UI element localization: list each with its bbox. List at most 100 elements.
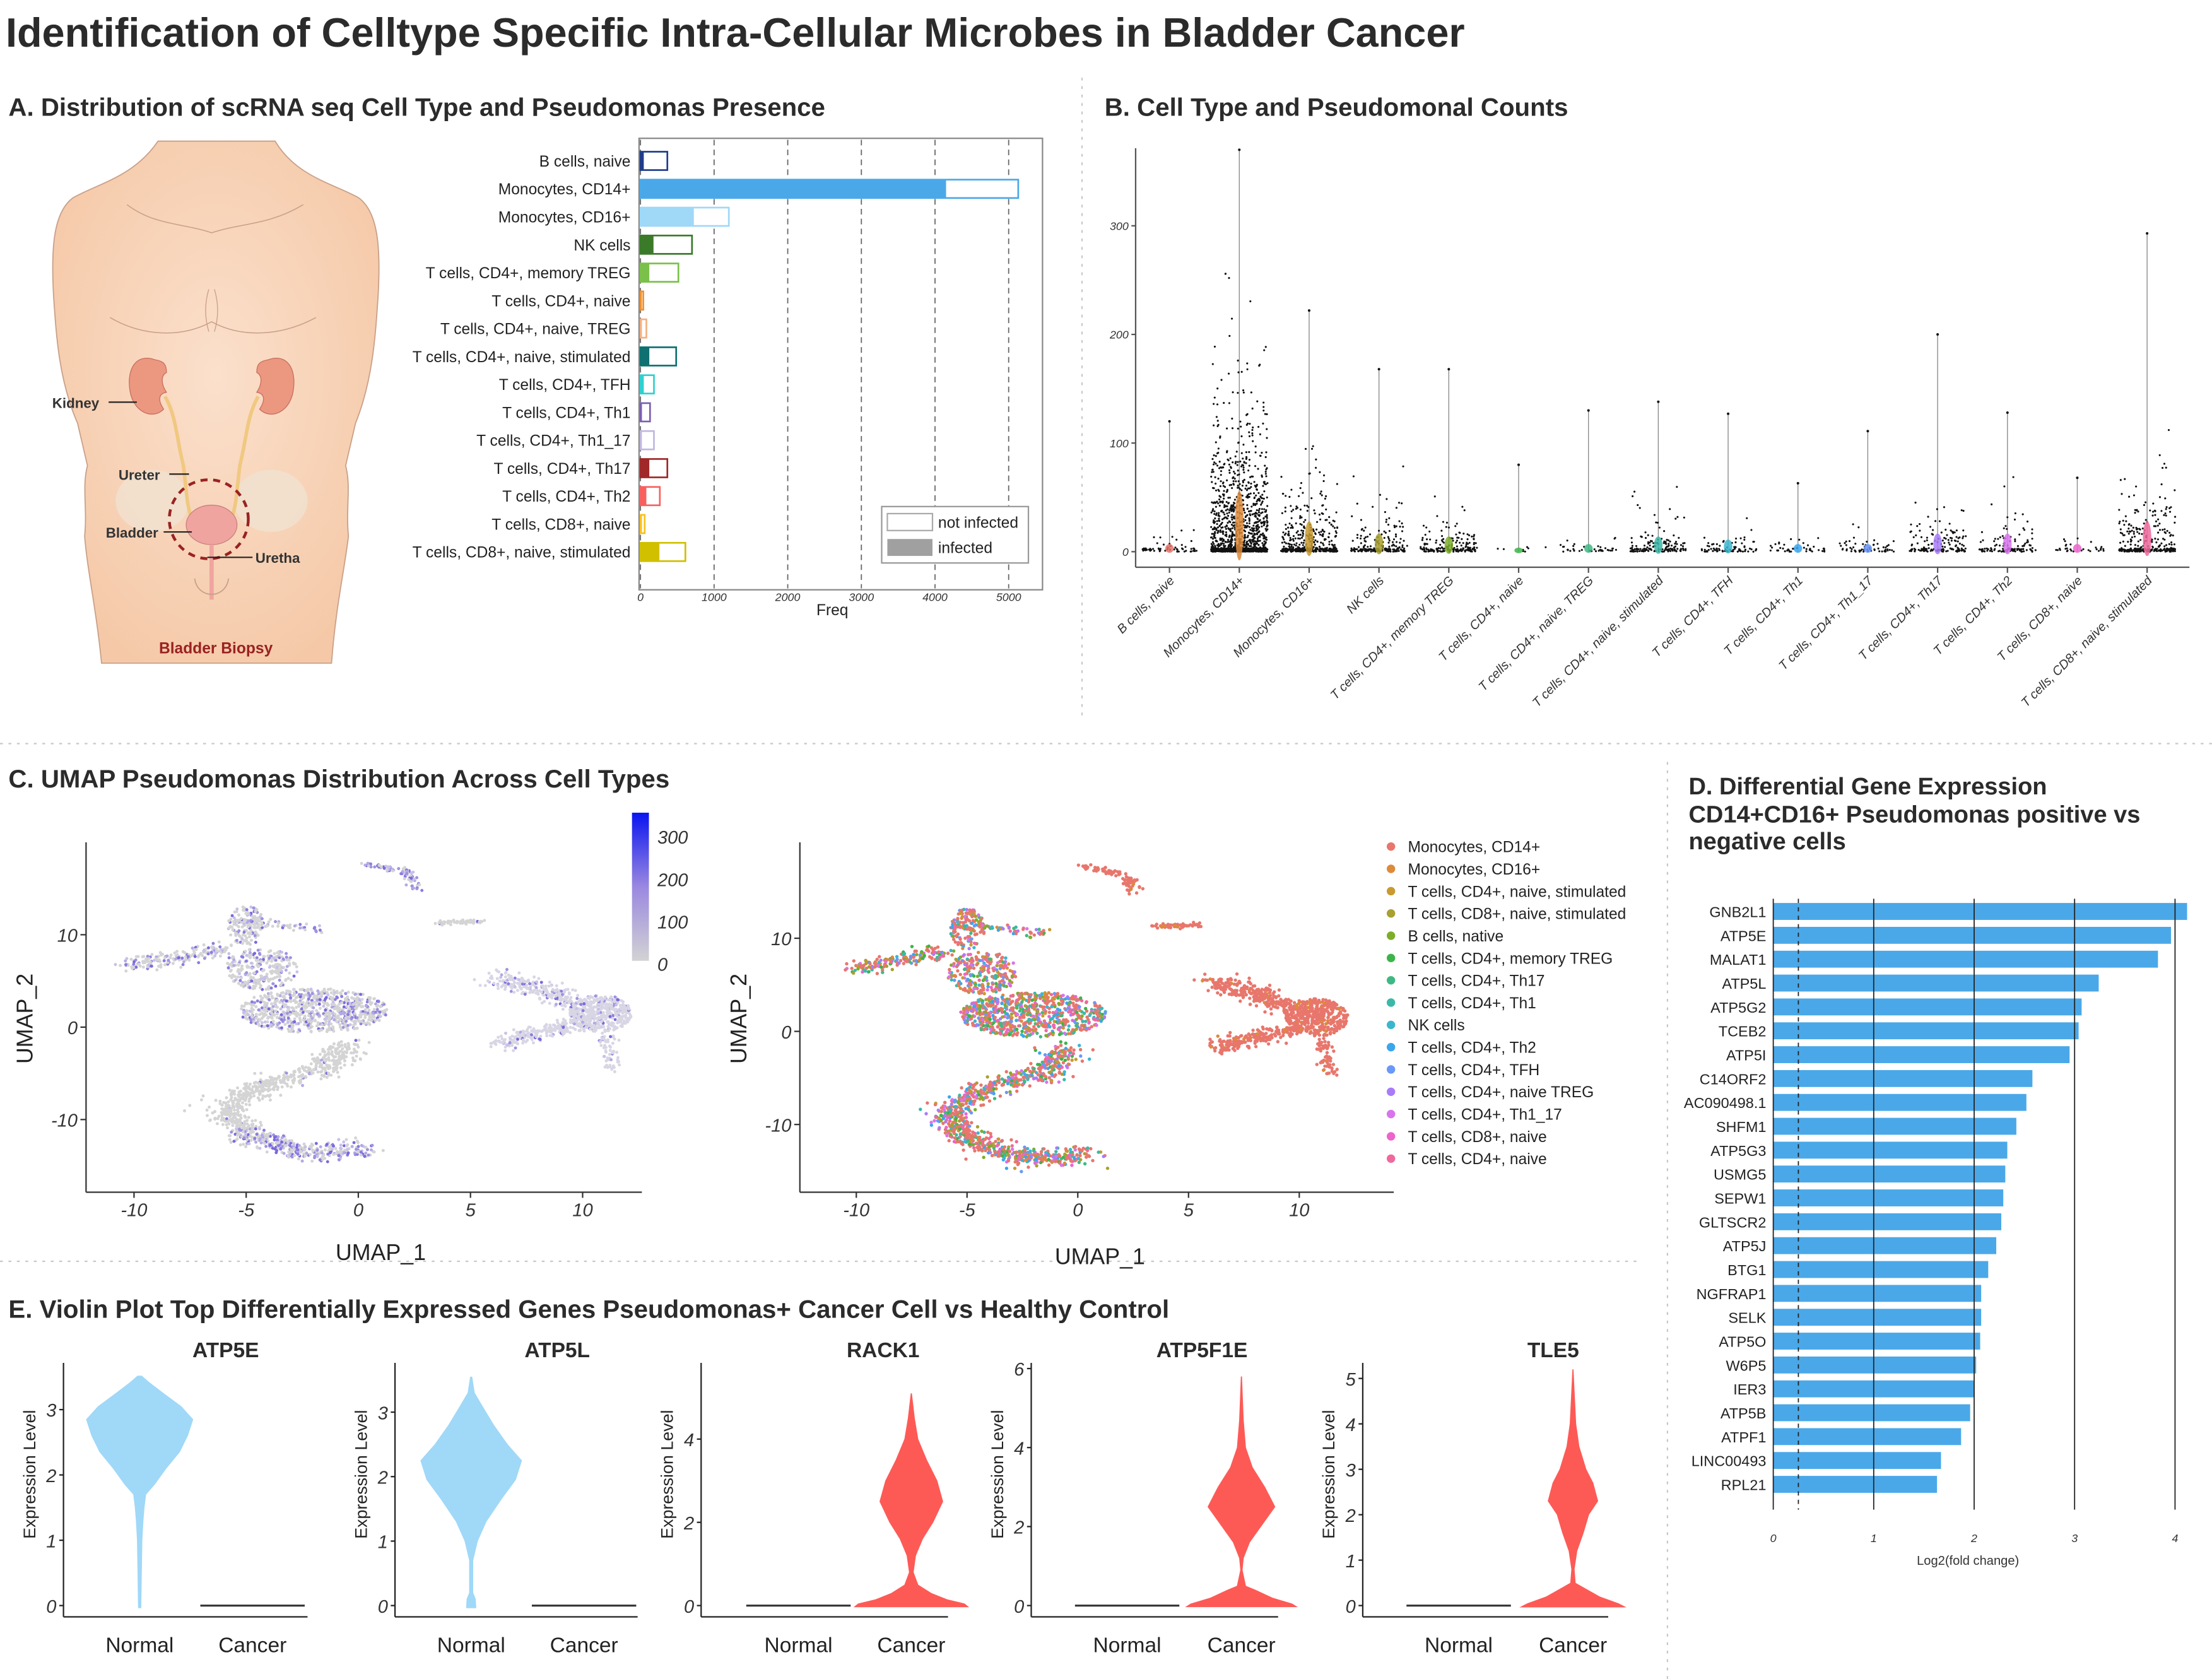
data-point [1242, 457, 1244, 460]
umap-point [355, 1001, 358, 1004]
data-point [1744, 548, 1747, 551]
category-label: NK cells [574, 237, 630, 254]
umap-point [254, 984, 257, 988]
data-point [1929, 550, 1932, 552]
umap-point [227, 951, 231, 955]
data-point [1303, 526, 1305, 529]
data-point [1647, 534, 1649, 536]
data-point [1300, 529, 1303, 532]
data-point [1358, 550, 1361, 552]
data-point [1255, 540, 1257, 543]
data-point [1458, 531, 1461, 534]
data-point [1221, 482, 1225, 485]
data-point [1663, 530, 1666, 533]
data-point [1236, 464, 1238, 466]
data-point [1644, 550, 1647, 552]
max-point [1517, 463, 1521, 466]
data-point [2170, 543, 2173, 546]
data-point [2118, 509, 2121, 511]
umap-point [171, 962, 175, 965]
data-point [1312, 530, 1315, 533]
data-point [2154, 538, 2156, 540]
data-point [1994, 545, 1996, 547]
data-point [1256, 550, 1258, 553]
umap-point [317, 1014, 321, 1017]
data-point [1256, 538, 1259, 540]
data-point [1886, 548, 1889, 551]
data-point [1445, 526, 1447, 528]
data-point [1287, 530, 1290, 533]
panel-d-heading-line2: CD14+CD16+ Pseudomonas positive vs [1688, 802, 2140, 828]
data-point [2127, 527, 2130, 530]
umap-point [309, 1030, 313, 1034]
umap-point [240, 925, 244, 929]
umap-point [324, 1008, 327, 1012]
umap-point [274, 984, 278, 988]
data-point [1573, 549, 1575, 551]
umap-point [241, 1015, 245, 1019]
data-point [1235, 480, 1237, 483]
data-point [1256, 517, 1259, 520]
umap-point [147, 963, 151, 967]
data-point [1242, 550, 1245, 553]
data-point [1926, 548, 1928, 550]
data-point [1710, 548, 1712, 550]
data-point [1722, 541, 1724, 543]
umap-point [254, 919, 258, 922]
data-point [2026, 521, 2029, 523]
umap-point [156, 965, 160, 968]
data-point [1290, 524, 1293, 527]
data-point [1428, 530, 1431, 533]
data-point [1264, 527, 1267, 530]
data-point [1680, 544, 1683, 546]
umap-point [262, 1025, 266, 1028]
data-point [1264, 548, 1267, 550]
data-point [1352, 548, 1355, 551]
max-point [1796, 481, 1799, 485]
data-point [1220, 526, 1223, 529]
data-point [1316, 540, 1319, 543]
data-point [1328, 532, 1331, 535]
umap-point [237, 934, 241, 938]
data-point [1252, 502, 1255, 505]
data-point [1559, 544, 1562, 546]
data-point [1264, 515, 1267, 518]
data-point [1776, 549, 1779, 551]
data-point [1367, 546, 1369, 548]
data-point [1424, 550, 1427, 553]
umap-point [119, 963, 122, 967]
umap-point [252, 956, 256, 960]
data-point [1298, 543, 1301, 546]
data-point [1681, 545, 1685, 548]
data-point [2001, 534, 2004, 538]
data-point [1230, 524, 1233, 526]
data-point [1264, 346, 1267, 348]
data-point [1747, 550, 1750, 553]
data-point [1263, 540, 1266, 543]
data-point [1473, 538, 1475, 541]
data-point [1261, 525, 1263, 527]
data-point [1638, 550, 1641, 553]
data-point [2172, 534, 2174, 537]
umap-point [291, 994, 295, 998]
umap-point [310, 1002, 314, 1006]
data-point [1241, 485, 1244, 487]
umap-point [310, 992, 314, 995]
data-point [1221, 502, 1224, 504]
umap-point [271, 924, 274, 928]
umap-point [256, 999, 259, 1003]
umap-point [382, 1010, 386, 1013]
umap-point [276, 924, 280, 928]
data-point [1380, 533, 1383, 536]
umap-point [357, 1001, 361, 1004]
umap-point [351, 991, 355, 994]
x-axis-title: Freq [816, 602, 849, 619]
data-point [1221, 518, 1224, 521]
max-point [1866, 430, 1869, 433]
data-point [1665, 543, 1668, 545]
umap-point [310, 1010, 314, 1013]
data-point [1230, 508, 1233, 510]
data-point [1435, 548, 1438, 550]
data-point [2021, 545, 2024, 547]
umap-point [330, 1003, 334, 1006]
